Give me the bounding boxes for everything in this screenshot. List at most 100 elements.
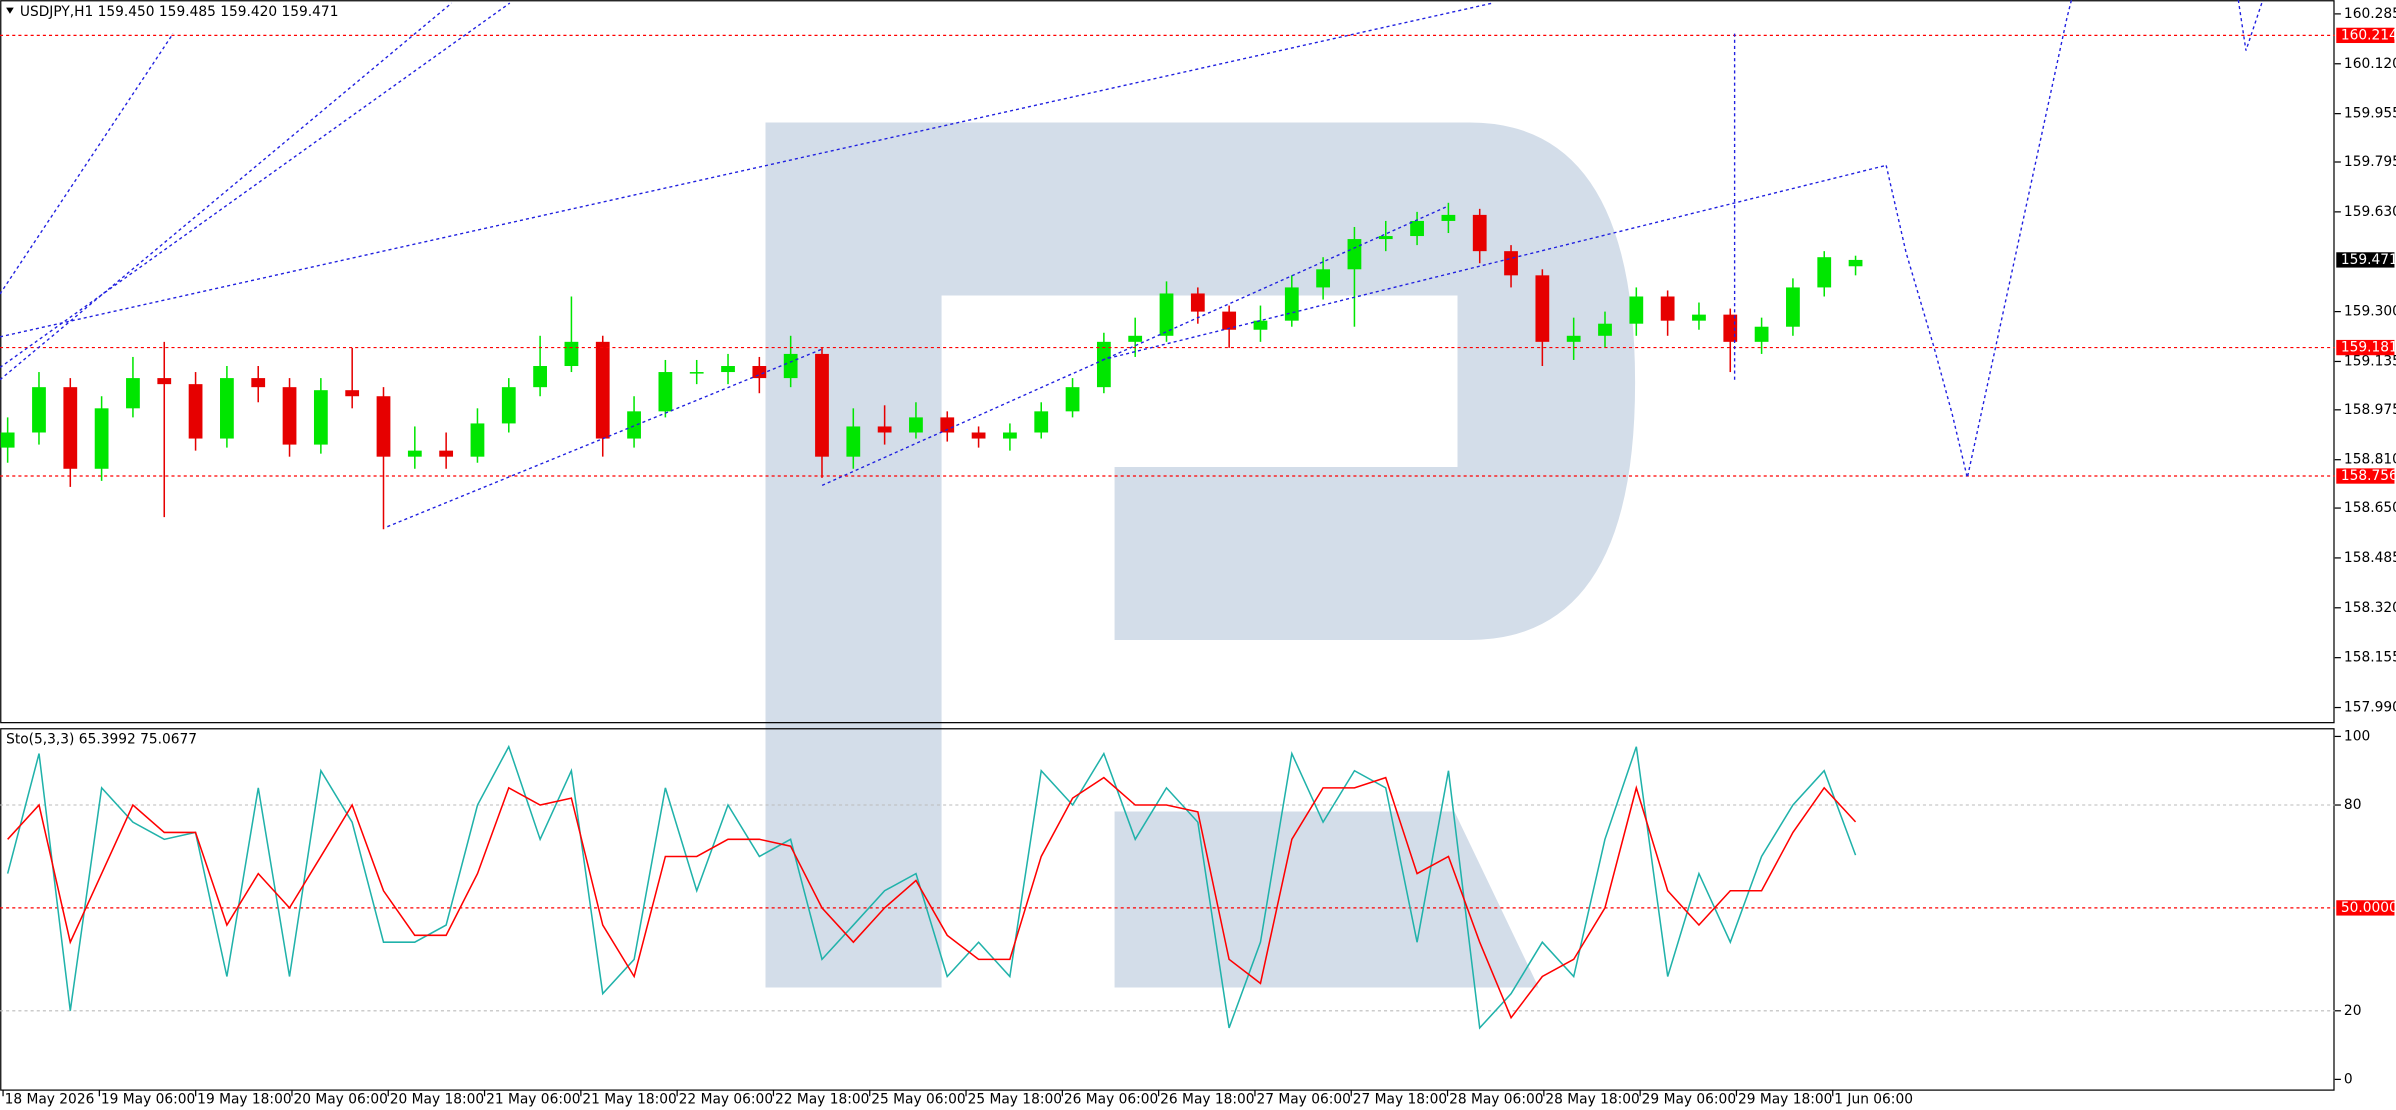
candle-body xyxy=(1003,432,1017,439)
menu-arrow[interactable] xyxy=(6,7,14,14)
candle-body xyxy=(1472,214,1487,252)
y-tick-label: 159.955 xyxy=(2344,106,2396,122)
x-tick-label: 25 May 18:00 xyxy=(968,1091,1062,1107)
candle-body xyxy=(815,353,829,457)
oscillator-line xyxy=(7,776,1857,1020)
x-tick-label: 1 Jun 06:00 xyxy=(1834,1091,1913,1107)
x-tick-label: 26 May 18:00 xyxy=(1160,1091,1254,1107)
candle-body xyxy=(63,387,78,469)
x-tick-label: 22 May 18:00 xyxy=(775,1091,869,1107)
candle-body xyxy=(407,450,422,457)
level-tag xyxy=(2336,339,2395,356)
x-tick-label: 29 May 18:00 xyxy=(1738,1091,1832,1107)
oscillator-panel xyxy=(0,728,2335,1091)
candle-body xyxy=(282,387,297,445)
candle-body xyxy=(971,432,986,439)
candle-body xyxy=(940,417,955,433)
candle-body xyxy=(345,390,360,397)
x-tick-label: 28 May 18:00 xyxy=(1545,1091,1639,1107)
candle-body xyxy=(251,378,266,388)
level-tag xyxy=(2336,27,2395,44)
candle-body xyxy=(1504,251,1518,276)
candle-body xyxy=(188,384,203,439)
candle-body xyxy=(533,366,547,388)
y-tick-label: 20 xyxy=(2344,1003,2362,1019)
candle-body xyxy=(1378,236,1393,240)
candle-body xyxy=(595,341,610,439)
x-tick-label: 21 May 06:00 xyxy=(486,1091,580,1107)
candle-body xyxy=(1347,239,1362,270)
candle-body xyxy=(1065,387,1080,412)
x-tick-label: 21 May 18:00 xyxy=(582,1091,676,1107)
candle-body xyxy=(1284,287,1299,321)
candle-body xyxy=(1660,296,1675,321)
y-tick-label: 158.810 xyxy=(2344,452,2396,468)
x-tick-label: 27 May 18:00 xyxy=(1353,1091,1447,1107)
candle-body xyxy=(689,372,704,374)
candle-body xyxy=(1692,314,1706,321)
candle-body xyxy=(0,432,15,448)
y-tick-label: 80 xyxy=(2344,797,2362,813)
candle-body xyxy=(1817,257,1832,288)
indicator-title: Sto(5,3,3) 65.3992 75.0677 xyxy=(6,731,197,747)
trend-lines xyxy=(0,0,2264,528)
x-tick-label: 28 May 06:00 xyxy=(1449,1091,1543,1107)
chart-title: USDJPY,H1 159.450 159.485 159.420 159.47… xyxy=(20,4,339,20)
candle-body xyxy=(376,396,391,457)
candle-body xyxy=(439,450,454,457)
candle-body xyxy=(220,378,234,439)
level-label: 160.214 xyxy=(2341,27,2396,43)
y-tick-label: 100 xyxy=(2344,728,2370,744)
x-tick-label: 29 May 06:00 xyxy=(1642,1091,1736,1107)
candle-body xyxy=(1786,287,1800,327)
candle-body xyxy=(564,341,579,367)
candle-body xyxy=(1190,293,1205,312)
y-tick-label: 160.285 xyxy=(2344,6,2396,22)
candle-body xyxy=(1128,335,1143,342)
candle-body xyxy=(94,408,109,469)
candle-body xyxy=(157,378,172,385)
x-tick-label: 25 May 06:00 xyxy=(871,1091,965,1107)
price-panel xyxy=(0,0,2335,724)
candle-body xyxy=(1848,259,1863,267)
candle-body xyxy=(846,426,861,457)
last-price-label: 159.471 xyxy=(2341,252,2396,268)
candle-body xyxy=(1629,296,1644,324)
candle-body xyxy=(470,423,485,457)
x-tick-label: 19 May 18:00 xyxy=(197,1091,291,1107)
level-label: 50.0000 xyxy=(2341,900,2396,916)
x-tick-label: 27 May 06:00 xyxy=(1256,1091,1350,1107)
candle-body xyxy=(658,372,673,412)
candle-body xyxy=(721,366,735,373)
candle-body xyxy=(877,426,892,433)
candle-body xyxy=(1096,341,1111,388)
y-tick-label: 158.975 xyxy=(2344,402,2396,418)
candle-body xyxy=(1598,323,1612,336)
y-tick-label: 160.120 xyxy=(2344,56,2396,72)
candle-body xyxy=(1441,214,1456,221)
y-tick-label: 157.990 xyxy=(2344,700,2396,716)
level-tag xyxy=(2336,900,2395,916)
y-tick-label: 158.155 xyxy=(2344,650,2396,666)
y-tick-label: 159.630 xyxy=(2344,204,2396,220)
candle-body xyxy=(1159,293,1174,336)
x-tick-label: 26 May 06:00 xyxy=(1064,1091,1158,1107)
candle-body xyxy=(1222,311,1237,330)
y-tick-label: 158.485 xyxy=(2344,550,2396,566)
candle-body xyxy=(1034,411,1049,433)
candle-body xyxy=(1410,220,1424,237)
y-tick-label: 158.320 xyxy=(2344,600,2396,616)
x-tick-label: 22 May 06:00 xyxy=(679,1091,773,1107)
candle-body xyxy=(1535,275,1550,342)
last-price-tag xyxy=(2336,252,2395,268)
candle-body xyxy=(1566,335,1581,342)
candle-body xyxy=(627,411,641,439)
x-tick-label: 18 May 2026 xyxy=(5,1091,95,1107)
y-tick-label: 0 xyxy=(2344,1071,2353,1087)
level-label: 159.181 xyxy=(2341,340,2396,356)
candle-body xyxy=(1754,326,1769,342)
y-tick-label: 159.135 xyxy=(2344,353,2396,369)
y-tick-label: 158.650 xyxy=(2344,500,2396,516)
